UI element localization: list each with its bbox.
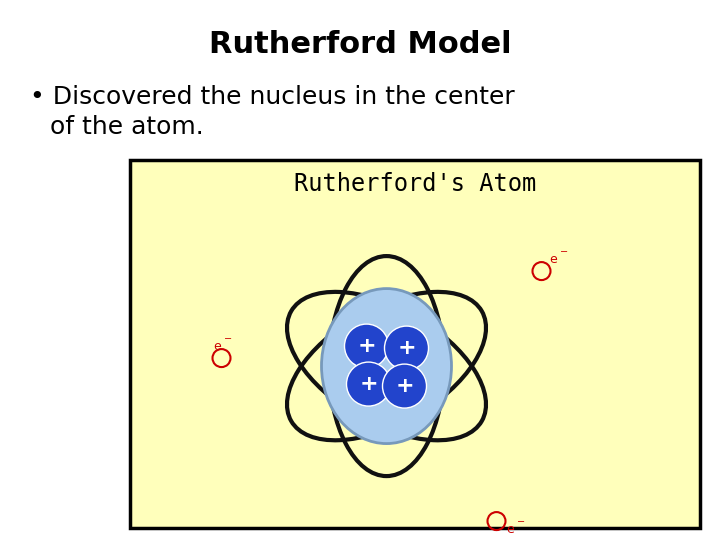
Circle shape bbox=[344, 324, 389, 368]
Text: of the atom.: of the atom. bbox=[50, 115, 204, 139]
Text: +: + bbox=[397, 338, 416, 358]
Text: Rutherford Model: Rutherford Model bbox=[209, 30, 511, 59]
Circle shape bbox=[346, 362, 390, 406]
Text: Rutherford's Atom: Rutherford's Atom bbox=[294, 172, 536, 196]
Text: −: − bbox=[516, 517, 525, 527]
Text: • Discovered the nucleus in the center: • Discovered the nucleus in the center bbox=[30, 85, 515, 109]
Text: e: e bbox=[506, 523, 514, 536]
Text: +: + bbox=[357, 336, 376, 356]
Text: e: e bbox=[214, 340, 221, 353]
Circle shape bbox=[382, 364, 426, 408]
Bar bbox=[130, 160, 700, 528]
Ellipse shape bbox=[322, 288, 451, 443]
Text: +: + bbox=[359, 374, 378, 394]
Text: −: − bbox=[559, 247, 567, 257]
Circle shape bbox=[384, 326, 428, 370]
Text: e: e bbox=[549, 253, 557, 266]
Text: +: + bbox=[395, 376, 414, 396]
Text: −: − bbox=[223, 334, 232, 344]
